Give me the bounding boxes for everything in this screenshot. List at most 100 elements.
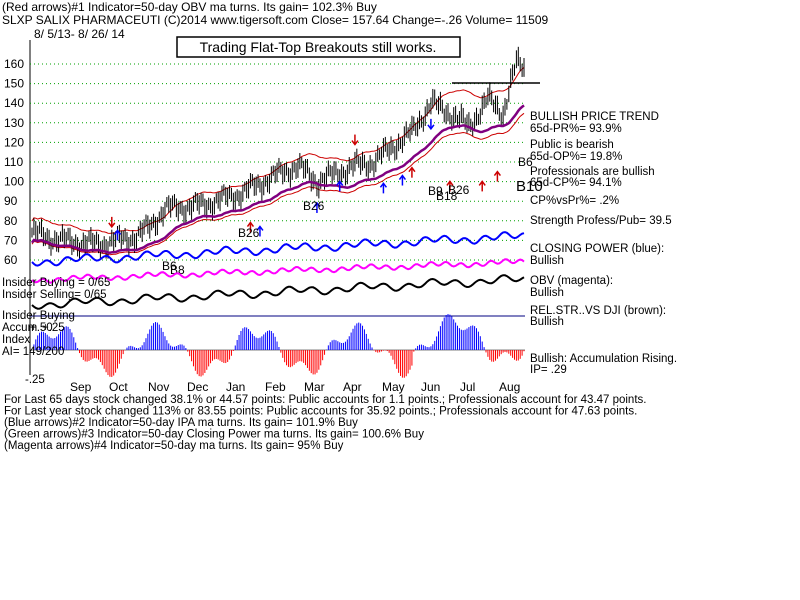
month-jul: Jul [460,380,475,394]
right-panel-line-12: REL.STR..VS DJI (brown): [530,305,666,317]
signal-b8-left: B8 [170,263,185,277]
month-dec: Dec [187,380,208,394]
ytick-140: 140 [4,96,24,110]
month-feb: Feb [265,380,286,394]
right-panel-line-13: Bullish [530,316,564,328]
signal-b10: B10 [516,178,543,195]
ytick-150: 150 [4,77,24,91]
obv-line [31,258,525,284]
footer-line-1: For Last year stock changed 113% or 83.5… [4,406,637,418]
banner-text: Trading Flat-Top Breakouts still works. [200,39,437,55]
signal-arrowhead [108,222,116,229]
header-line1: (Red arrows)#1 Indicator=50-day OBV ma t… [2,0,377,14]
index-label: Index [2,334,30,346]
signal-arrows [108,118,502,241]
accum-histogram [33,314,525,378]
grid [30,63,525,261]
bands [31,67,525,256]
signal-arrowhead [493,170,502,177]
footer-line-4: (Magenta arrows)#4 Indicator=50-day ma t… [4,440,344,452]
signal-arrowhead [478,180,486,186]
right-panel-line-8: CLOSING POWER (blue): [530,243,664,255]
right-panel-line-15: IP= .29 [530,364,567,376]
signal-arrowhead [351,140,359,146]
right-panel-line-3: 65d-OP%= 19.8% [530,151,622,163]
signal-arrowhead [446,180,454,186]
ytick-70: 70 [4,233,18,247]
right-panel: BULLISH PRICE TREND 65d-PR%= 93.9% Public… [530,111,677,376]
x-ticks: Sep Oct Nov Dec Jan Feb Mar Apr May Jun Jul Aug [70,380,520,394]
ytick-100: 100 [4,175,24,189]
signal-b6-left: B6 [162,259,177,273]
ytick-60: 60 [4,253,18,267]
right-panel-line-9: Bullish [530,255,564,267]
signal-arrowhead [336,180,344,186]
ytick-80: 80 [4,214,18,228]
plus50: +.50 [30,322,53,334]
signal-arrowhead [256,225,264,231]
month-apr: Apr [343,380,362,394]
signal-b6-right: B6 [518,155,533,169]
right-panel-line-14: Bullish: Accumulation Rising. [530,353,677,365]
right-panel-line-2: Public is bearish [530,139,614,151]
ytick-120: 120 [4,135,24,149]
price-series [31,46,525,261]
right-panel-line-5: 65d-CP%= 94.1% [530,177,622,189]
month-aug: Aug [499,380,520,394]
right-panel-line-7: Strength Profess/Pub= 39.5 [530,215,672,227]
y-ticks: 60 70 80 90 100 110 120 130 140 150 160 [4,57,24,267]
right-panel-line-4: Professionals are bullish [530,166,655,178]
footer-line-0: For Last 65 days stock changed 38.1% or … [4,394,646,406]
insider-buying2: Insider Buying [2,310,75,322]
signal-arrowhead [408,166,416,173]
month-may: May [382,380,405,394]
moving-average [30,104,525,254]
signal-b9: B9 [428,184,443,198]
month-oct: Oct [109,380,128,394]
month-jan: Jan [226,380,245,394]
lower-band [31,112,525,256]
signal-arrowhead [113,229,122,235]
plus25: +.25 [42,322,65,334]
month-nov: Nov [148,380,169,394]
signal-arrowhead [427,124,435,131]
right-panel-line-11: Bullish [530,287,564,299]
right-panel-line-10: OBV (magenta): [530,275,613,287]
footer: For Last 65 days stock changed 38.1% or … [4,394,646,452]
banner-box [176,36,461,58]
signal-arrowhead [379,182,388,188]
month-jun: Jun [421,380,440,394]
signal-b9-left: B26 [238,226,260,240]
right-panel-line-0: BULLISH PRICE TREND [530,111,659,123]
month-mar: Mar [304,380,325,394]
signal-b26-a: B26 [303,199,325,213]
ytick-160: 160 [4,57,24,71]
signal-arrowhead [246,221,255,228]
signal-arrowhead [398,174,407,180]
month-sep: Sep [70,380,92,394]
indicators [31,231,525,310]
insider-buying: Insider Buying = 0/65 [2,277,110,289]
right-panel-line-1: 65d-PR%= 93.9% [530,123,622,135]
footer-line-3: (Green arrows)#3 Indicator=50-day Closin… [4,429,424,441]
signal-b18: B18 [436,189,458,203]
accum-label: Accum [2,322,37,334]
closing-power-line [31,231,525,267]
header-line2: SLXP SALIX PHARMACEUTI (C)2014 www.tiger… [2,13,548,27]
footer-line-2: (Blue arrows)#2 Indicator=50-day IPA ma … [4,417,358,429]
ai-label: AI= 149/200 [2,346,64,358]
signal-b26-c: B26 [448,183,470,197]
minus25: -.25 [25,374,45,386]
signal-arrowhead [313,201,321,208]
insider-selling: Insider Selling= 0/65 [2,289,107,301]
ma-line [30,104,525,254]
ytick-130: 130 [4,116,24,130]
right-panel-line-6: CP%vsPr%= .2% [530,195,619,207]
ytick-90: 90 [4,194,18,208]
ytick-110: 110 [4,155,23,169]
upper-band [31,67,525,234]
rel-str-line [31,274,525,310]
date-range: 8/ 5/13- 8/ 26/ 14 [34,27,125,41]
